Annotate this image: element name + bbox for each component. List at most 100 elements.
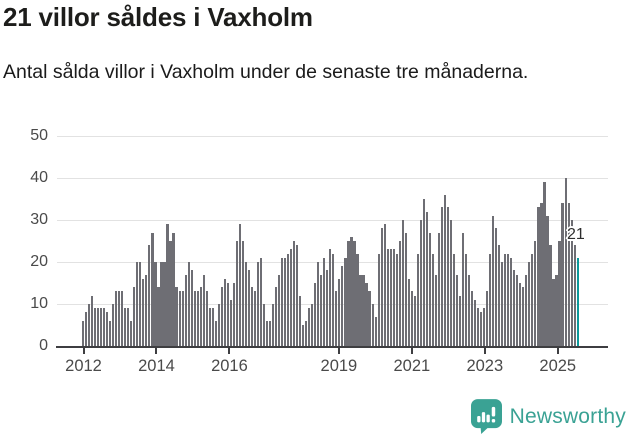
bar xyxy=(193,291,196,346)
bar xyxy=(142,278,145,346)
bar xyxy=(567,203,570,346)
bar xyxy=(106,312,109,346)
bar xyxy=(537,207,540,346)
x-tick-label: 2021 xyxy=(393,357,431,375)
bar xyxy=(359,274,362,346)
bar xyxy=(293,241,296,346)
bar xyxy=(314,283,317,346)
bar xyxy=(455,274,459,346)
bar xyxy=(311,304,314,346)
bar xyxy=(148,245,151,346)
bar xyxy=(468,274,471,346)
bar xyxy=(552,278,555,346)
bar xyxy=(495,228,498,346)
gridline xyxy=(57,178,608,179)
bar xyxy=(449,220,453,346)
x-tick-label: 2023 xyxy=(466,357,504,375)
x-tick-mark xyxy=(82,348,85,354)
bar xyxy=(401,220,404,346)
bar xyxy=(392,249,395,346)
bar xyxy=(549,245,552,346)
x-tick-label: 2012 xyxy=(65,357,102,375)
y-tick-label: 40 xyxy=(30,169,48,186)
plot-area: 0 10 20 30 40 50 2012 2014 2016 2019 2021 2023 2025 xyxy=(0,128,631,375)
bar xyxy=(184,274,187,346)
bar xyxy=(483,308,486,346)
bar xyxy=(443,194,447,346)
bar xyxy=(235,241,238,346)
newsworthy-wordmark: Newsworthy xyxy=(509,404,626,428)
bar xyxy=(305,320,308,346)
bar xyxy=(178,291,181,346)
gridline xyxy=(57,220,608,221)
bar xyxy=(540,203,543,346)
bar xyxy=(109,320,112,346)
bar xyxy=(573,245,576,346)
bar xyxy=(85,312,88,346)
bar xyxy=(275,287,278,346)
bar xyxy=(139,262,142,346)
bar xyxy=(353,241,356,346)
bar xyxy=(247,270,250,346)
bar xyxy=(362,274,365,346)
bar xyxy=(510,257,513,346)
bar xyxy=(214,320,217,346)
bar xyxy=(531,253,534,346)
bar xyxy=(265,320,269,346)
bar xyxy=(525,274,528,346)
x-tick-label: 2014 xyxy=(138,357,175,375)
bar xyxy=(199,287,202,346)
bar xyxy=(434,274,437,346)
bar xyxy=(383,224,386,346)
bar xyxy=(477,308,480,346)
bar xyxy=(278,274,281,346)
bar xyxy=(498,245,501,346)
bar xyxy=(428,232,431,346)
bar xyxy=(371,304,374,346)
bar xyxy=(145,274,148,346)
bar xyxy=(419,220,422,346)
bar xyxy=(458,295,462,346)
bar xyxy=(561,203,564,346)
bar xyxy=(437,232,440,346)
highlight-value-label: 21 xyxy=(567,226,585,243)
bar xyxy=(205,291,208,346)
bar xyxy=(501,262,504,346)
bar xyxy=(329,249,332,346)
bar xyxy=(163,262,166,346)
bar xyxy=(431,253,434,346)
bar xyxy=(534,241,537,346)
bar xyxy=(181,291,184,346)
bar xyxy=(175,287,178,346)
bar-highlighted xyxy=(576,257,579,346)
bar xyxy=(464,253,468,346)
bar xyxy=(169,241,172,346)
x-tick-mark xyxy=(337,348,340,354)
bar xyxy=(570,220,573,346)
bar xyxy=(416,253,419,346)
bar xyxy=(519,283,522,346)
bar xyxy=(100,308,103,346)
bar xyxy=(271,304,275,346)
bar xyxy=(489,253,492,346)
bar xyxy=(446,207,450,346)
bar xyxy=(425,211,428,346)
bar xyxy=(350,236,353,346)
y-tick-label: 10 xyxy=(30,295,48,312)
bar xyxy=(281,257,284,346)
bar xyxy=(407,278,410,346)
bar xyxy=(356,253,359,346)
newsworthy-logo: Newsworthy xyxy=(470,399,626,434)
bar xyxy=(256,262,260,346)
bar xyxy=(323,257,326,346)
y-tick-label: 0 xyxy=(39,337,48,354)
bar xyxy=(486,291,489,346)
bar xyxy=(377,253,380,346)
bar xyxy=(94,308,97,346)
bar xyxy=(564,178,567,346)
bar xyxy=(380,228,383,346)
bar xyxy=(115,291,118,346)
bar xyxy=(166,224,169,346)
bar xyxy=(268,320,272,346)
bar xyxy=(326,270,329,346)
